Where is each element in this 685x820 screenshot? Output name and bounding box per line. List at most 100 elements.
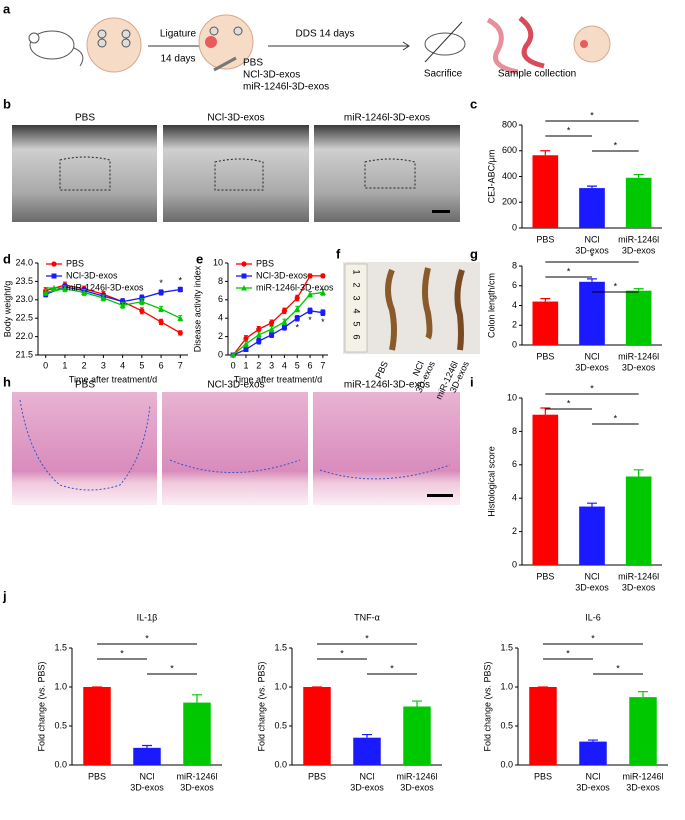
y-tick-label: 0.5	[500, 720, 513, 730]
x-tick-label: 3	[101, 360, 106, 370]
x-tick-label: PBS	[536, 351, 554, 361]
y-tick-label: 24.0	[15, 257, 33, 267]
colon	[422, 267, 433, 340]
y-tick-label: 22.5	[15, 313, 33, 323]
significance-label: *	[170, 663, 174, 673]
y-tick-label: 6	[218, 294, 223, 304]
y-tick-label: 400	[502, 171, 517, 181]
y-tick-label: 1.0	[500, 681, 513, 691]
x-tick-label: miR-1246l	[618, 351, 659, 361]
y-tick-label: 21.5	[15, 349, 33, 359]
colon-photo	[343, 262, 480, 354]
bar	[353, 737, 381, 765]
x-tick-label: 3D-exos	[622, 582, 656, 592]
x-tick-label: 3D-exos	[622, 362, 656, 372]
x-tick-label: NCl	[586, 771, 601, 781]
significance-label: *	[590, 251, 594, 261]
significance-label: *	[295, 322, 299, 332]
significance-label: *	[321, 317, 325, 327]
x-tick-label: 1	[62, 360, 67, 370]
error-bar	[588, 739, 598, 742]
dotted-region	[19, 399, 151, 491]
panel-label: i	[470, 374, 474, 389]
y-tick-label: 2	[218, 331, 223, 341]
significance-label: *	[614, 140, 618, 150]
x-tick-label: PBS	[536, 234, 554, 244]
bar	[532, 414, 559, 565]
data-point	[42, 289, 49, 295]
data-point	[177, 286, 183, 292]
series-line	[232, 275, 323, 356]
x-tick-label: 0	[43, 360, 48, 370]
panel-label: j	[2, 588, 7, 603]
data-point	[281, 318, 288, 325]
significance-label: *	[179, 276, 183, 286]
y-tick-label: 0	[512, 339, 517, 349]
data-point	[320, 273, 326, 279]
x-tick-label: 3D-exos	[575, 245, 609, 255]
error-bar	[362, 733, 372, 738]
bar	[625, 476, 652, 565]
y-tick-label: 8	[512, 426, 517, 436]
step-label: Ligature	[160, 29, 197, 40]
mouse-icon	[424, 32, 466, 56]
bar	[183, 702, 211, 765]
legend-label: PBS	[66, 258, 84, 268]
x-tick-label: 5	[139, 360, 144, 370]
error-bar	[633, 288, 644, 291]
series-line	[45, 284, 181, 334]
data-point	[307, 273, 313, 279]
bar	[625, 177, 652, 228]
tooth	[121, 38, 131, 48]
y-tick-label: 1.5	[274, 642, 287, 652]
scale-bar	[432, 210, 450, 213]
data-point	[242, 340, 249, 347]
x-tick-label: 3D-exos	[576, 782, 610, 792]
bar	[629, 697, 657, 765]
y-tick-label: 800	[502, 119, 517, 129]
x-tick-label: miR-1246l	[618, 571, 659, 581]
x-tick-label: 3D-exos	[575, 362, 609, 372]
y-tick-label: 2	[512, 320, 517, 330]
x-tick-label: 7	[320, 360, 325, 370]
he-image	[162, 392, 308, 505]
tooth	[97, 29, 107, 39]
x-tick-label: 7	[178, 360, 183, 370]
significance-label: *	[590, 383, 594, 393]
error-bar	[638, 691, 648, 698]
data-point	[268, 326, 275, 332]
error-bar	[142, 744, 152, 748]
tooth	[233, 26, 243, 36]
y-axis-label: Colon length/cm	[486, 273, 496, 338]
mouse-tail	[73, 47, 84, 67]
mouse-ear	[28, 32, 40, 44]
data-point	[138, 298, 145, 305]
inflammation	[580, 40, 588, 48]
x-tick-label: 2	[256, 360, 261, 370]
data-point	[230, 352, 237, 358]
data-point	[120, 299, 126, 305]
data-point	[243, 346, 249, 352]
data-point	[268, 320, 275, 326]
data-point	[281, 324, 287, 330]
y-tick-label: 0	[512, 222, 517, 232]
ct-image	[12, 125, 157, 222]
significance-label: *	[590, 110, 594, 120]
x-tick-label: 5	[295, 360, 300, 370]
data-point	[243, 335, 249, 342]
mouse-icon	[29, 30, 75, 60]
error-bar	[540, 150, 551, 156]
error-bar	[540, 297, 551, 302]
x-tick-label: 1	[243, 360, 248, 370]
y-axis-label: Disease activity index	[192, 265, 202, 352]
error-bar	[587, 502, 597, 507]
ct-image	[314, 125, 460, 222]
step-label: Sample collection	[498, 69, 576, 80]
data-point	[281, 308, 288, 314]
x-tick-label: 6	[308, 360, 313, 370]
significance-label: *	[159, 278, 163, 288]
panel-label: g	[470, 246, 478, 261]
bar	[529, 687, 557, 765]
ct-image	[163, 125, 309, 222]
